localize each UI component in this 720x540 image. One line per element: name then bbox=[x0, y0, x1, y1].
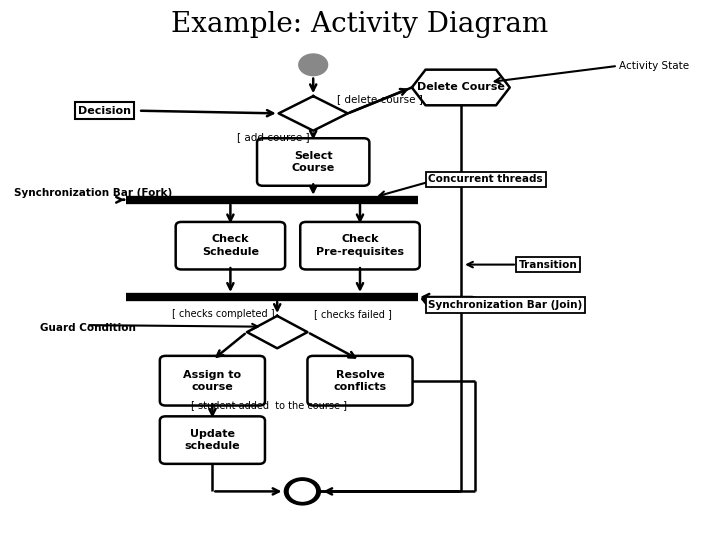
Circle shape bbox=[289, 482, 315, 501]
FancyBboxPatch shape bbox=[176, 222, 285, 269]
Text: Check
Schedule: Check Schedule bbox=[202, 234, 259, 257]
FancyBboxPatch shape bbox=[160, 356, 265, 406]
Text: Delete Course: Delete Course bbox=[417, 83, 505, 92]
Text: Decision: Decision bbox=[78, 106, 131, 116]
Polygon shape bbox=[247, 316, 307, 348]
Polygon shape bbox=[412, 70, 510, 105]
FancyBboxPatch shape bbox=[160, 416, 265, 464]
Text: Synchronization Bar (Join): Synchronization Bar (Join) bbox=[428, 300, 582, 310]
FancyBboxPatch shape bbox=[300, 222, 420, 269]
Text: Select
Course: Select Course bbox=[292, 151, 335, 173]
FancyBboxPatch shape bbox=[307, 356, 413, 406]
Text: Concurrent threads: Concurrent threads bbox=[428, 174, 543, 184]
Text: Resolve
conflicts: Resolve conflicts bbox=[333, 369, 387, 392]
Text: [ delete course ]: [ delete course ] bbox=[337, 93, 423, 104]
Text: Synchronization Bar (Fork): Synchronization Bar (Fork) bbox=[14, 188, 173, 198]
Circle shape bbox=[299, 54, 328, 76]
Text: [ student added  to the course ]: [ student added to the course ] bbox=[191, 401, 347, 410]
Polygon shape bbox=[279, 96, 348, 131]
Text: Check
Pre-requisites: Check Pre-requisites bbox=[316, 234, 404, 257]
Text: Activity State: Activity State bbox=[619, 61, 689, 71]
FancyBboxPatch shape bbox=[257, 138, 369, 186]
Text: Update
schedule: Update schedule bbox=[184, 429, 240, 451]
Text: Assign to
course: Assign to course bbox=[184, 369, 241, 392]
Text: Example: Activity Diagram: Example: Activity Diagram bbox=[171, 11, 549, 38]
Text: [ checks completed ]: [ checks completed ] bbox=[172, 308, 274, 319]
Text: Guard Condition: Guard Condition bbox=[40, 323, 135, 333]
Circle shape bbox=[284, 478, 320, 505]
Text: Transition: Transition bbox=[518, 260, 577, 269]
Text: [ checks failed ]: [ checks failed ] bbox=[314, 308, 392, 319]
Text: [ add course ]: [ add course ] bbox=[238, 132, 310, 141]
